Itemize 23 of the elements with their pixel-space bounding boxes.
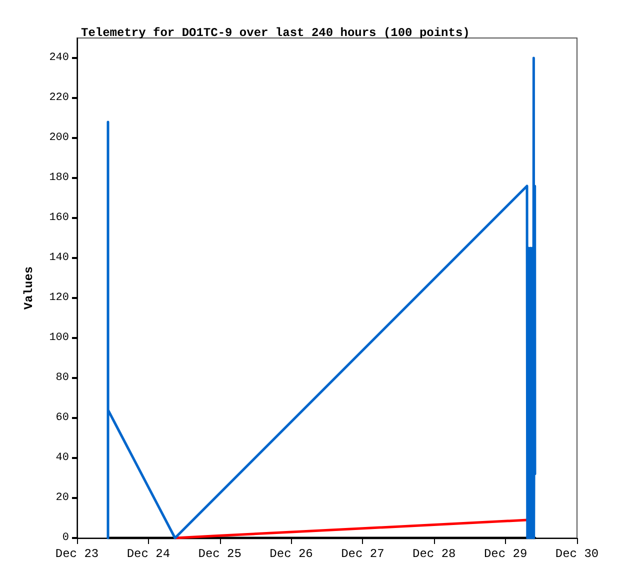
chart-title: Telemetry for DO1TC-9 over last 240 hours (100 points) <box>81 26 470 40</box>
y-tick-label: 120 <box>49 292 69 304</box>
x-tick-label: Dec 30 <box>555 547 599 561</box>
y-tick-label: 220 <box>49 92 69 104</box>
y-axis-title: Values <box>22 266 36 310</box>
x-tick-label: Dec 23 <box>55 547 99 561</box>
y-tick-label: 160 <box>49 212 69 224</box>
y-tick-label: 200 <box>49 132 69 144</box>
y-tick-label: 80 <box>56 372 69 384</box>
x-tick-label: Dec 26 <box>270 547 313 561</box>
x-tick-label: Dec 24 <box>126 547 170 561</box>
x-tick-label: Dec 25 <box>198 547 242 561</box>
y-tick-label: 180 <box>49 172 69 184</box>
x-tick-label: Dec 28 <box>412 547 456 561</box>
y-tick-label: 240 <box>49 52 69 64</box>
y-tick-label: 20 <box>56 492 69 504</box>
y-tick-label: 40 <box>56 452 69 464</box>
x-tick-label: Dec 27 <box>341 547 384 561</box>
y-tick-label: 100 <box>49 332 69 344</box>
y-tick-label: 0 <box>62 532 69 544</box>
y-tick-label: 140 <box>49 252 69 264</box>
y-tick-label: 60 <box>56 412 69 424</box>
x-tick-label: Dec 29 <box>484 547 528 561</box>
